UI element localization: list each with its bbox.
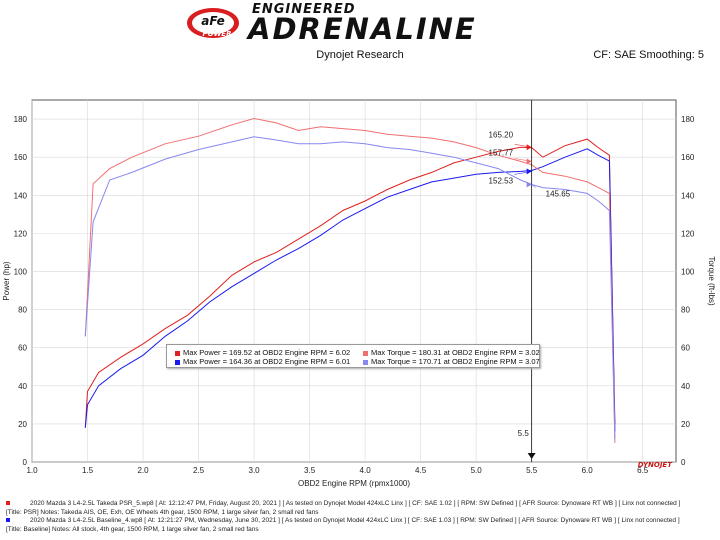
plot-area [31, 99, 677, 463]
legend-label: Max Power = 169.52 at OBD2 Engine RPM = … [183, 348, 351, 357]
series-line [84, 136, 616, 440]
grid [31, 100, 676, 463]
legend: Max Power = 169.52 at OBD2 Engine RPM = … [166, 344, 540, 368]
y-axis-left: 0 20 40 60 80 100 120 140 160 180 [14, 115, 28, 467]
logo-text: aFe [201, 14, 225, 28]
y-tick-label: 100 [14, 267, 28, 276]
y-tick-label: 40 [18, 382, 27, 391]
y-tick-label: 160 [14, 153, 28, 162]
cursor: 5.5 [518, 100, 536, 462]
annotation-arrow [526, 158, 532, 165]
series-line [84, 148, 616, 432]
run-marker [6, 501, 10, 506]
legend-item: Max Power = 164.36 at OBD2 Engine RPM = … [175, 357, 350, 366]
run-info-line: 2020 Mazda 3 L4-2.5L Takeda PSR_5.wp8 [ … [6, 500, 716, 509]
x-tick-label: 6.0 [582, 466, 594, 475]
annotation-arrow [526, 168, 532, 175]
header: aFe POWER ENGINEERED ADRENALINE [0, 0, 720, 46]
y-tick-label: 120 [14, 229, 28, 238]
y-tick-label-right: 120 [681, 229, 695, 238]
series-lines [84, 117, 616, 443]
y-tick-label-right: 60 [681, 344, 690, 353]
dynojet-watermark: DYNOJET [638, 461, 674, 469]
x-tick-label: 1.0 [26, 466, 38, 475]
y-tick-label: 0 [23, 458, 28, 467]
x-tick-label: 2.5 [193, 466, 205, 475]
cursor-label: 5.5 [518, 429, 530, 438]
run-info-footer: 2020 Mazda 3 L4-2.5L Takeda PSR_5.wp8 [ … [6, 500, 716, 534]
dyno-chart: 0 20 40 60 80 100 120 140 160 180 0 20 40 60 80 100 120… [2, 99, 716, 488]
legend-label: Max Torque = 170.71 at OBD2 Engine RPM =… [371, 357, 540, 366]
annotation-arrow [526, 181, 532, 188]
legend-swatch [175, 359, 180, 365]
x-tick-label: 4.0 [360, 466, 372, 475]
annotations: 165.20 157.77 152.53 145.65 [489, 130, 571, 198]
annotation-leader [531, 184, 536, 188]
x-tick-label: 3.5 [304, 466, 316, 475]
y-tick-label-right: 20 [681, 420, 690, 429]
series-line [84, 138, 616, 428]
logo-subtext: POWER [203, 30, 232, 38]
x-axis: 1.0 1.5 2.0 2.5 3.0 3.5 4.0 4.5 5.0 5.5 6.0 6.5 [26, 466, 648, 475]
y-tick-label: 180 [14, 115, 28, 124]
legend-label: Max Torque = 180.31 at OBD2 Engine RPM =… [371, 348, 540, 357]
y-axis-left-title: Power (hp) [2, 261, 11, 300]
y-tick-label-right: 80 [681, 306, 690, 315]
x-tick-label: 1.5 [82, 466, 94, 475]
legend-item: Max Power = 169.52 at OBD2 Engine RPM = … [175, 348, 350, 357]
x-tick-label: 5.0 [471, 466, 483, 475]
brand-tagline: ENGINEERED [252, 2, 356, 17]
y-tick-label: 80 [18, 306, 27, 315]
run-info-line: 2020 Mazda 3 L4-2.5L Baseline_4.wp8 [ At… [6, 517, 716, 526]
run-notes-line: [Title: PSR] Notes: Takeda AIS, OE, Exh,… [6, 508, 319, 516]
y-tick-label-right: 180 [681, 115, 695, 124]
correction-settings: CF: SAE Smoothing: 5 [593, 49, 704, 61]
annotation-label: 165.20 [489, 130, 514, 139]
y-tick-label-right: 0 [681, 458, 686, 467]
x-tick-label: 3.0 [249, 466, 261, 475]
cursor-marker [527, 453, 536, 459]
legend-swatch [175, 350, 180, 356]
y-tick-label-right: 160 [681, 153, 695, 162]
annotation-arrow [526, 144, 532, 151]
y-tick-label: 140 [14, 191, 28, 200]
x-tick-label: 5.5 [526, 466, 538, 475]
afe-power-logo: aFe POWER [187, 8, 239, 38]
x-tick-label: 2.0 [137, 466, 149, 475]
chart-subtitle: Dynojet Research [316, 49, 404, 61]
y-tick-label-right: 40 [681, 382, 690, 391]
y-tick-label-right: 100 [681, 267, 695, 276]
legend-label: Max Power = 164.36 at OBD2 Engine RPM = … [183, 357, 351, 366]
y-tick-label: 20 [18, 420, 27, 429]
annotation-label: 145.65 [546, 189, 571, 198]
y-tick-label-right: 140 [681, 191, 695, 200]
y-axis-right: 0 20 40 60 80 100 120 140 160 180 [681, 115, 695, 467]
run-marker [6, 518, 10, 523]
annotation-label: 157.77 [489, 148, 514, 157]
legend-item: Max Torque = 180.31 at OBD2 Engine RPM =… [363, 348, 540, 357]
y-tick-label: 60 [18, 344, 27, 353]
x-axis-title: OBD2 Engine RPM (rpmx1000) [298, 479, 410, 488]
run-info-text: 2020 Mazda 3 L4-2.5L Baseline_4.wp8 [ At… [30, 517, 680, 524]
y-axis-right-title: Torque (ft-lbs) [707, 256, 716, 306]
run-notes-line: [Title: Baseline] Notes: All stock, 4th … [6, 525, 259, 533]
legend-swatch [363, 359, 368, 365]
run-info-text: 2020 Mazda 3 L4-2.5L Takeda PSR_5.wp8 [ … [30, 500, 681, 507]
x-tick-label: 4.5 [415, 466, 427, 475]
annotation-label: 152.53 [489, 176, 514, 185]
legend-swatch [363, 350, 368, 356]
series-line [84, 117, 616, 443]
x-tick-label: 6.5 [637, 466, 649, 475]
brand-title: ADRENALINE [248, 12, 477, 46]
legend-item: Max Torque = 170.71 at OBD2 Engine RPM =… [363, 357, 540, 366]
